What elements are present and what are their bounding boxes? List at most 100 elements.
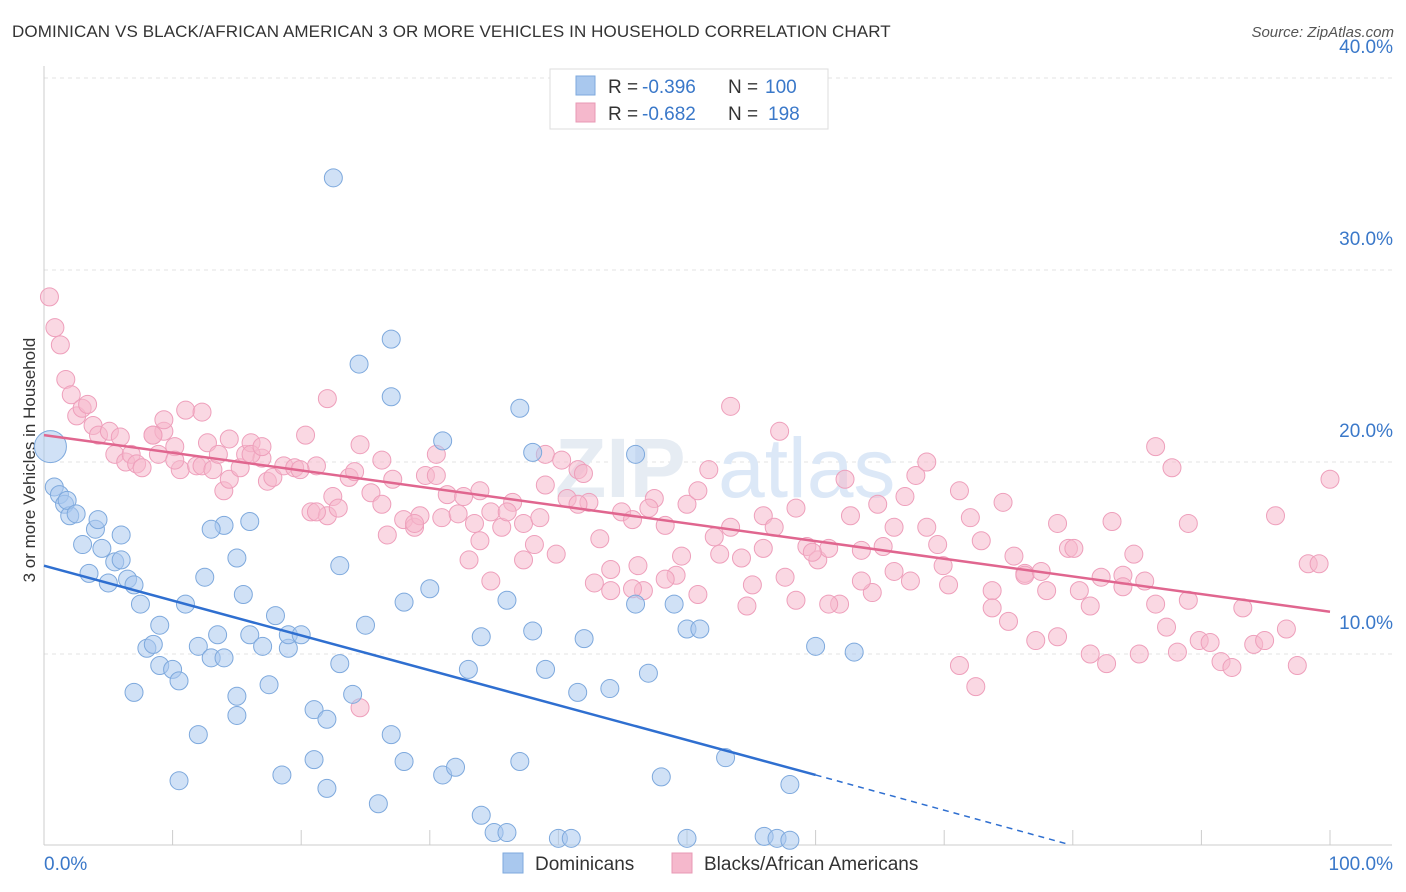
point-blacks (949, 481, 969, 501)
point-dominicans (66, 504, 86, 524)
point-blacks (481, 502, 501, 522)
y-tick-label: 10.0% (1339, 613, 1393, 634)
series-dominicans-points (33, 168, 864, 850)
point-dominicans (111, 525, 131, 545)
point-blacks (623, 510, 643, 530)
point-dominicans (420, 579, 440, 599)
legend-n-value-blacks: 198 (768, 104, 800, 125)
point-blacks (530, 508, 550, 528)
point-dominicans (130, 594, 150, 614)
point-dominicans (600, 679, 620, 699)
point-blacks (851, 540, 871, 560)
point-blacks (1097, 654, 1117, 674)
point-blacks (982, 581, 1002, 601)
point-dominicans (446, 757, 466, 777)
bottom-legend-swatch-blacks (671, 852, 693, 874)
point-dominicans (330, 654, 350, 674)
point-blacks (165, 450, 185, 470)
point-blacks (464, 513, 484, 533)
point-dominicans (716, 748, 736, 768)
point-dominicans (92, 538, 112, 558)
point-blacks (601, 560, 621, 580)
bottom-legend-label-blacks: Blacks/African Americans (704, 854, 918, 875)
point-blacks (1276, 619, 1296, 639)
point-blacks (966, 677, 986, 697)
point-dominicans (111, 550, 131, 570)
point-blacks (873, 536, 893, 556)
point-dominicans (253, 636, 273, 656)
point-blacks (584, 573, 604, 593)
point-dominicans (458, 659, 478, 679)
point-blacks (999, 611, 1018, 631)
point-dominicans (169, 671, 189, 691)
point-dominicans (536, 659, 556, 679)
point-blacks (1026, 631, 1046, 651)
series-blacks-points (39, 287, 1340, 718)
point-blacks (377, 525, 397, 545)
point-dominicans (227, 705, 247, 725)
point-blacks (176, 400, 196, 420)
point-blacks (917, 452, 937, 472)
point-blacks (884, 517, 904, 537)
point-blacks (601, 581, 621, 601)
point-dominicans (214, 648, 234, 668)
point-blacks (753, 538, 773, 558)
point-blacks (552, 450, 572, 470)
point-blacks (710, 544, 730, 564)
point-dominicans (330, 556, 350, 576)
legend-r-value-dominicans: -0.396 (642, 77, 696, 98)
point-blacks (78, 394, 98, 414)
point-dominicans (317, 709, 337, 729)
point-dominicans (272, 765, 292, 785)
point-dominicans (497, 590, 517, 610)
point-dominicans (343, 684, 363, 704)
point-dominicans (381, 725, 401, 745)
point-blacks (514, 550, 534, 570)
point-blacks (590, 529, 610, 549)
point-blacks (721, 517, 741, 537)
point-blacks (655, 569, 675, 589)
point-blacks (1004, 546, 1024, 566)
point-dominicans (304, 750, 324, 770)
point-blacks (900, 571, 920, 591)
point-dominicans (638, 663, 658, 683)
point-blacks (383, 469, 403, 489)
trend-line-blacks (43, 433, 1331, 613)
point-blacks (148, 444, 168, 464)
y-tick-labels: 10.0% 20.0% 30.0% 40.0% (1339, 37, 1393, 634)
point-blacks (993, 492, 1013, 512)
point-blacks (454, 487, 474, 507)
point-dominicans (433, 431, 453, 451)
point-blacks (628, 556, 648, 576)
point-dominicans (265, 606, 285, 626)
legend-r-label-blacks: R = (608, 104, 638, 125)
point-dominicans (233, 584, 253, 604)
point-blacks (786, 590, 806, 610)
point-blacks (1167, 642, 1187, 662)
point-blacks (372, 450, 392, 470)
point-blacks (639, 498, 659, 518)
point-blacks (437, 485, 457, 505)
point-dominicans (240, 512, 260, 532)
point-blacks (405, 513, 425, 533)
legend-n-label-dominicans: N = (728, 77, 758, 98)
point-blacks (672, 546, 692, 566)
point-dominicans (690, 619, 710, 639)
point-blacks (154, 410, 174, 430)
point-dominicans (510, 398, 530, 418)
point-blacks (1080, 644, 1100, 664)
x-tick-labels: 0.0% 100.0% (44, 854, 1393, 875)
point-dominicans (664, 594, 684, 614)
point-blacks (960, 508, 980, 528)
point-dominicans (227, 548, 247, 568)
gridlines (44, 77, 1392, 655)
point-blacks (328, 498, 348, 518)
legend-stats: R = -0.396 N = 100 R = -0.682 N = 198 (549, 68, 829, 130)
legend-box (549, 68, 829, 130)
point-dominicans (188, 725, 208, 745)
point-dominicans (574, 629, 594, 649)
point-blacks (1069, 581, 1089, 601)
point-blacks (252, 437, 272, 457)
point-blacks (1064, 538, 1084, 558)
